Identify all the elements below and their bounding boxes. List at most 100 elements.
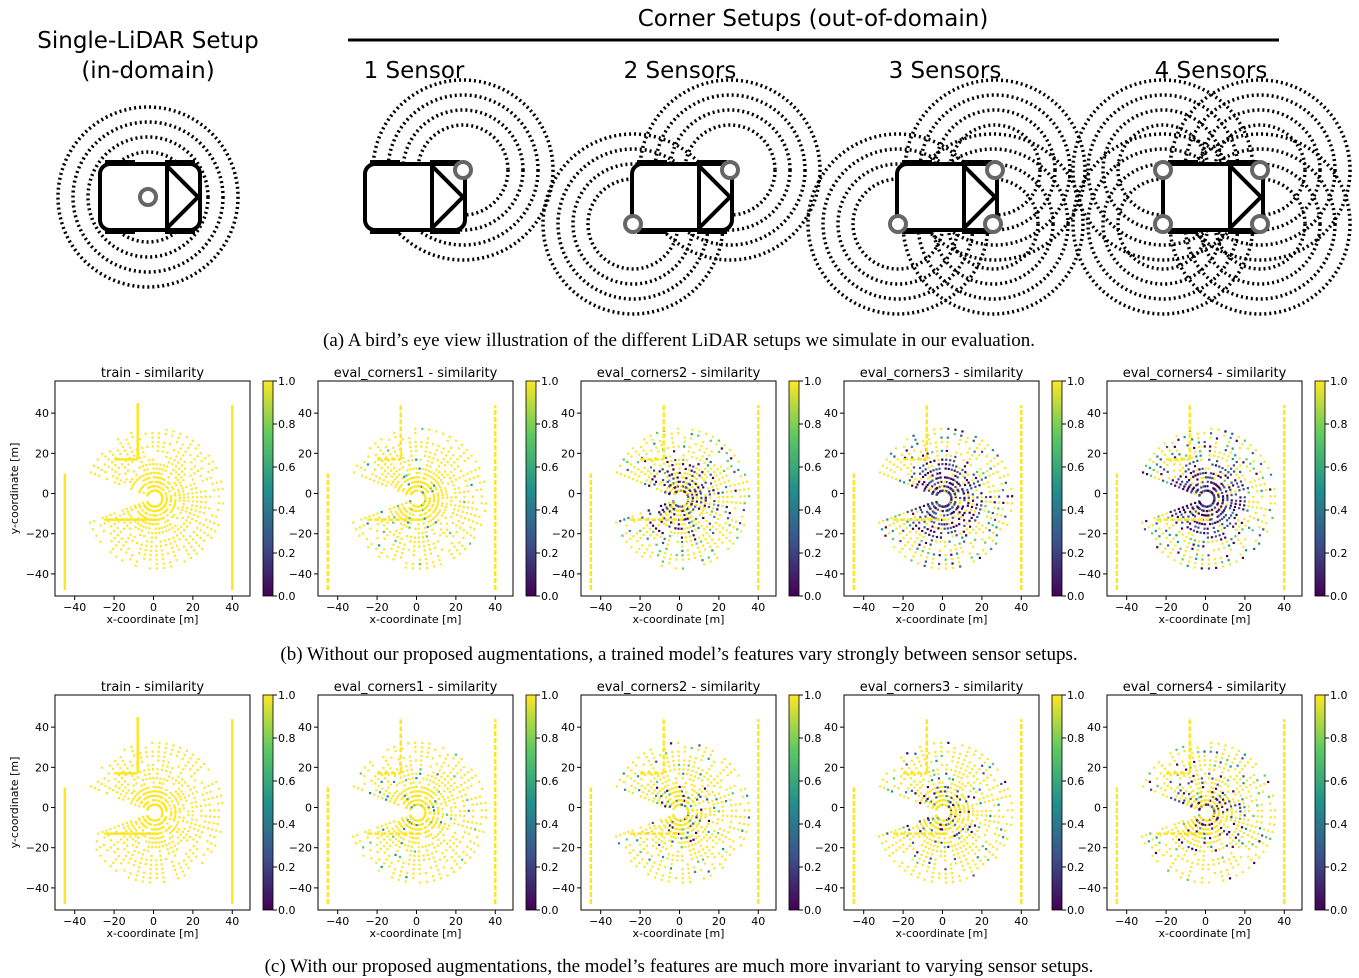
point — [1181, 527, 1183, 529]
point — [688, 450, 690, 452]
point — [459, 492, 461, 494]
point — [370, 857, 372, 859]
point — [390, 483, 392, 485]
point — [149, 881, 151, 883]
point — [401, 528, 403, 530]
point — [162, 469, 164, 471]
point — [948, 518, 950, 520]
point — [980, 504, 982, 506]
point — [192, 496, 194, 498]
point — [659, 797, 661, 799]
point — [1234, 517, 1236, 519]
point — [375, 475, 377, 477]
point — [212, 483, 214, 485]
point — [394, 775, 396, 777]
point — [142, 515, 144, 517]
point — [649, 513, 651, 515]
point — [427, 460, 429, 462]
point — [919, 534, 921, 536]
point — [923, 490, 925, 492]
y-tick-label: −40 — [1078, 568, 1101, 581]
point — [411, 459, 413, 461]
point — [1158, 478, 1160, 480]
point — [151, 432, 153, 434]
point — [1197, 473, 1199, 475]
point — [931, 525, 933, 527]
point — [688, 558, 690, 560]
point — [1206, 485, 1208, 487]
point — [996, 454, 998, 456]
point — [1192, 476, 1194, 478]
point — [655, 527, 657, 529]
point — [398, 507, 400, 509]
colorbar — [263, 381, 273, 596]
point — [436, 514, 438, 516]
point — [1194, 493, 1196, 495]
point — [704, 788, 706, 790]
point — [474, 469, 476, 471]
point — [466, 532, 468, 534]
caption: (a) A bird’s eye view illustration of th… — [323, 330, 1035, 351]
colorbar — [789, 381, 799, 596]
point — [951, 531, 953, 533]
point — [730, 490, 732, 492]
point — [1183, 509, 1185, 511]
point — [646, 524, 648, 526]
y-tick-label: −40 — [289, 882, 312, 895]
point — [1196, 553, 1198, 555]
point — [1192, 461, 1194, 463]
point — [133, 864, 135, 866]
point — [196, 496, 198, 498]
point — [480, 802, 482, 804]
point — [459, 867, 461, 869]
point — [447, 874, 449, 876]
point — [201, 548, 203, 550]
point — [1189, 523, 1191, 525]
point — [192, 500, 194, 502]
point — [396, 790, 398, 792]
point — [157, 477, 159, 479]
point — [1220, 557, 1222, 559]
point — [369, 842, 371, 844]
point — [148, 846, 150, 848]
point — [174, 811, 176, 813]
point — [140, 757, 142, 759]
point — [1150, 475, 1152, 477]
point — [131, 854, 133, 856]
point — [397, 850, 399, 852]
point — [418, 536, 420, 538]
point — [1183, 485, 1185, 487]
point — [666, 775, 668, 777]
point — [932, 503, 934, 505]
point — [959, 473, 961, 475]
point — [139, 752, 141, 754]
point — [407, 516, 409, 518]
point — [1220, 538, 1222, 540]
point — [690, 774, 692, 776]
point — [701, 779, 703, 781]
point — [936, 450, 938, 452]
point — [218, 816, 220, 818]
point — [166, 822, 168, 824]
point — [168, 461, 170, 463]
point — [732, 542, 734, 544]
point — [1201, 563, 1203, 565]
point — [1187, 515, 1189, 517]
x-tick-label: −40 — [852, 601, 875, 614]
point — [397, 758, 399, 760]
point — [147, 764, 149, 766]
point — [653, 784, 655, 786]
point — [145, 464, 147, 466]
point — [976, 516, 978, 518]
point — [475, 797, 477, 799]
point — [466, 854, 468, 856]
point — [953, 511, 955, 513]
point — [1237, 486, 1239, 488]
point — [471, 507, 473, 509]
point — [121, 463, 123, 465]
point — [118, 473, 120, 475]
point — [673, 522, 675, 524]
point — [949, 508, 951, 510]
point — [156, 773, 158, 775]
point — [1222, 542, 1224, 544]
